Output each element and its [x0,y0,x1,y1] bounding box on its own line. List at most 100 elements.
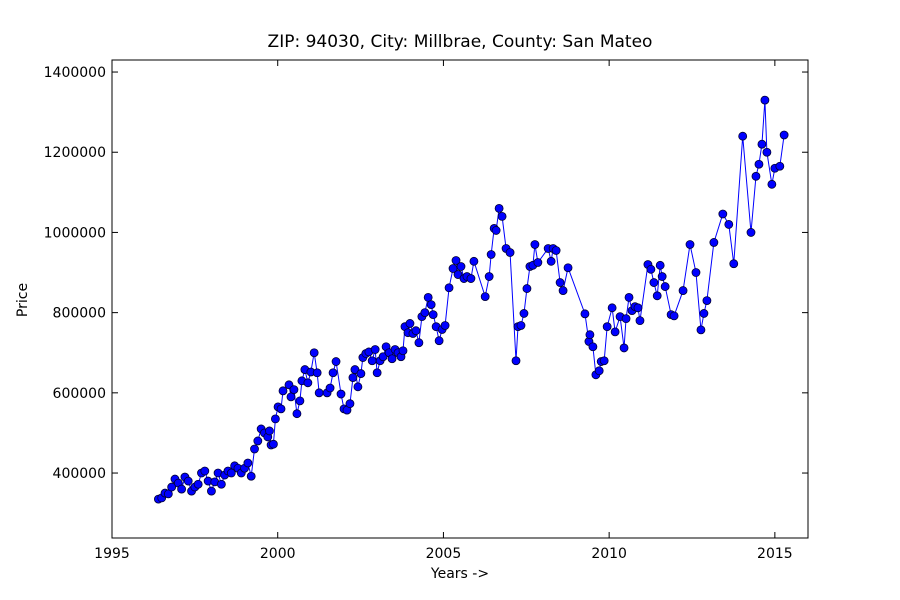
y-tick-label: 600000 [53,386,106,402]
data-point [226,468,236,478]
data-point [426,300,436,310]
data-point [243,458,253,468]
data-point [660,282,670,291]
data-point [167,482,177,492]
data-point [533,258,543,267]
data-point [505,248,515,257]
data-point [484,272,494,281]
data-point [624,292,634,302]
data-point [767,179,777,189]
data-point [451,256,461,265]
data-point [411,326,421,336]
data-point [367,356,377,366]
data-point [691,268,701,277]
data-point [619,343,629,353]
data-point [649,278,659,287]
data-point [466,274,476,283]
data-point [200,466,210,476]
data-point [278,386,288,396]
x-tick-label: 2000 [260,546,296,562]
data-point [652,291,662,301]
x-tick-label: 2010 [591,546,627,562]
data-point [486,250,496,259]
data-point [530,240,540,249]
data-point [754,159,764,169]
data-point [286,392,296,402]
data-point [303,378,313,388]
data-point [207,486,216,496]
data-point [372,368,382,378]
data-point [555,278,565,287]
data-point [356,369,366,378]
data-point [350,365,360,374]
data-point [669,311,679,321]
data-point [519,309,529,318]
x-tick-label: 2005 [426,546,462,562]
data-point [635,316,645,326]
data-point [250,444,259,454]
data-point [709,238,719,247]
data-point [546,256,556,266]
data-point [522,284,532,293]
y-tick-label: 400000 [53,466,106,482]
data-point [453,270,463,279]
data-point [276,404,286,414]
data-point [309,348,319,358]
data-point [314,388,324,398]
data-point [491,226,501,235]
data-point [551,246,561,255]
data-point [657,272,667,281]
data-point [760,95,770,105]
data-point [762,147,772,157]
data-point [378,352,388,362]
data-point [289,385,299,395]
data-point [405,319,415,328]
data-point [746,228,756,237]
data-point [265,426,274,436]
data-point [775,161,785,171]
data-point [398,346,408,356]
data-point [328,368,338,378]
y-tick-label: 800000 [53,306,106,322]
y-tick-label: 1000000 [44,225,106,241]
data-point [516,321,526,330]
data-point [423,292,433,302]
data-point [558,286,568,295]
data-point [193,479,203,489]
data-point [177,484,187,494]
data-point [270,414,280,424]
data-point [353,382,363,392]
data-point [292,409,302,419]
data-point [253,436,263,446]
data-point [655,260,665,270]
data-point [702,296,712,306]
data-point [420,308,430,318]
data-point [751,171,761,181]
data-point [428,310,438,320]
data-point [456,262,466,271]
x-tick-label: 1995 [94,546,130,562]
data-point [480,292,490,301]
data-point [444,283,454,293]
data-point [448,264,458,273]
data-point [414,338,424,348]
data-point [685,240,695,249]
data-point [633,303,643,313]
data-point [724,220,734,229]
data-point [348,373,358,382]
data-point [331,357,341,366]
data-point [563,263,573,273]
data-point [757,139,767,149]
data-point [779,130,789,140]
data-point [269,439,278,449]
data-point [295,396,305,406]
data-point [497,211,507,221]
data-point [511,356,521,366]
data-point [469,256,479,266]
data-point [434,336,444,346]
series-line [158,100,785,500]
data-point [646,264,656,274]
data-point [183,476,193,486]
data-point [602,322,612,332]
